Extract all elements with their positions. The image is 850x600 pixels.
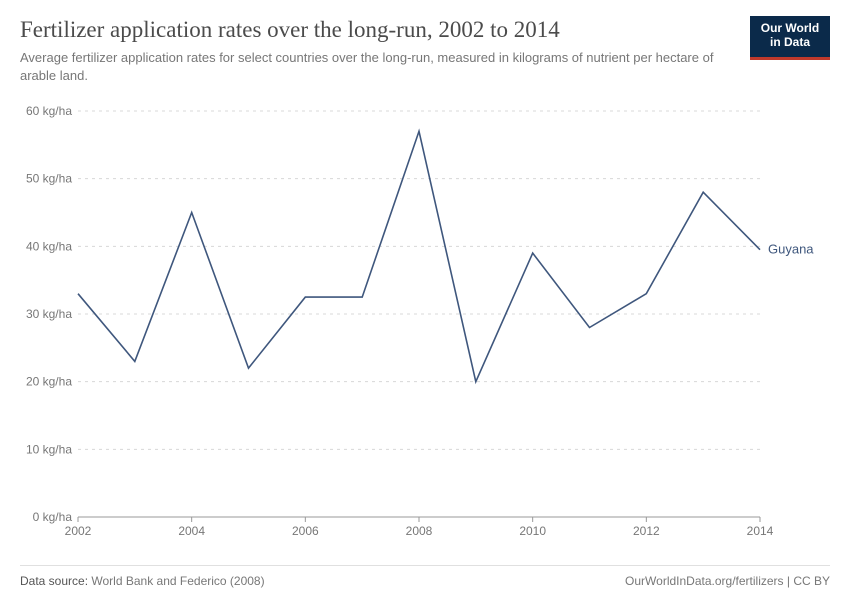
y-tick-label: 40 kg/ha: [26, 239, 72, 253]
x-tick-label: 2002: [65, 524, 92, 538]
x-tick-label: 2004: [178, 524, 205, 538]
logo-line2: in Data: [770, 35, 810, 49]
y-tick-label: 50 kg/ha: [26, 172, 72, 186]
x-tick-label: 2014: [747, 524, 774, 538]
chart-area: 0 kg/ha 10 kg/ha 20 kg/ha 30 kg/ha 40 kg/ha 5…: [20, 103, 830, 559]
x-tick-label: 2006: [292, 524, 319, 538]
source-text: World Bank and Federico (2008): [91, 574, 264, 588]
page-title: Fertilizer application rates over the lo…: [20, 16, 730, 45]
line-chart: 0 kg/ha 10 kg/ha 20 kg/ha 30 kg/ha 40 kg/ha 5…: [20, 103, 830, 543]
owid-logo: Our World in Data: [750, 16, 830, 60]
page-subtitle: Average fertilizer application rates for…: [20, 49, 730, 85]
x-tick-label: 2012: [633, 524, 660, 538]
source-label: Data source:: [20, 574, 88, 588]
x-tick-label: 2008: [406, 524, 433, 538]
data-source: Data source: World Bank and Federico (20…: [20, 574, 265, 588]
y-tick-label: 20 kg/ha: [26, 375, 72, 389]
y-tick-label: 30 kg/ha: [26, 307, 72, 321]
y-tick-label: 0 kg/ha: [33, 510, 73, 524]
y-tick-label: 60 kg/ha: [26, 104, 72, 118]
x-tick-label: 2010: [519, 524, 546, 538]
series-label-guyana: Guyana: [768, 242, 814, 257]
footer: Data source: World Bank and Federico (20…: [20, 565, 830, 588]
series-line-guyana: [78, 131, 760, 381]
attribution: OurWorldInData.org/fertilizers | CC BY: [625, 574, 830, 588]
y-tick-label: 10 kg/ha: [26, 442, 72, 456]
logo-line1: Our World: [761, 21, 819, 35]
